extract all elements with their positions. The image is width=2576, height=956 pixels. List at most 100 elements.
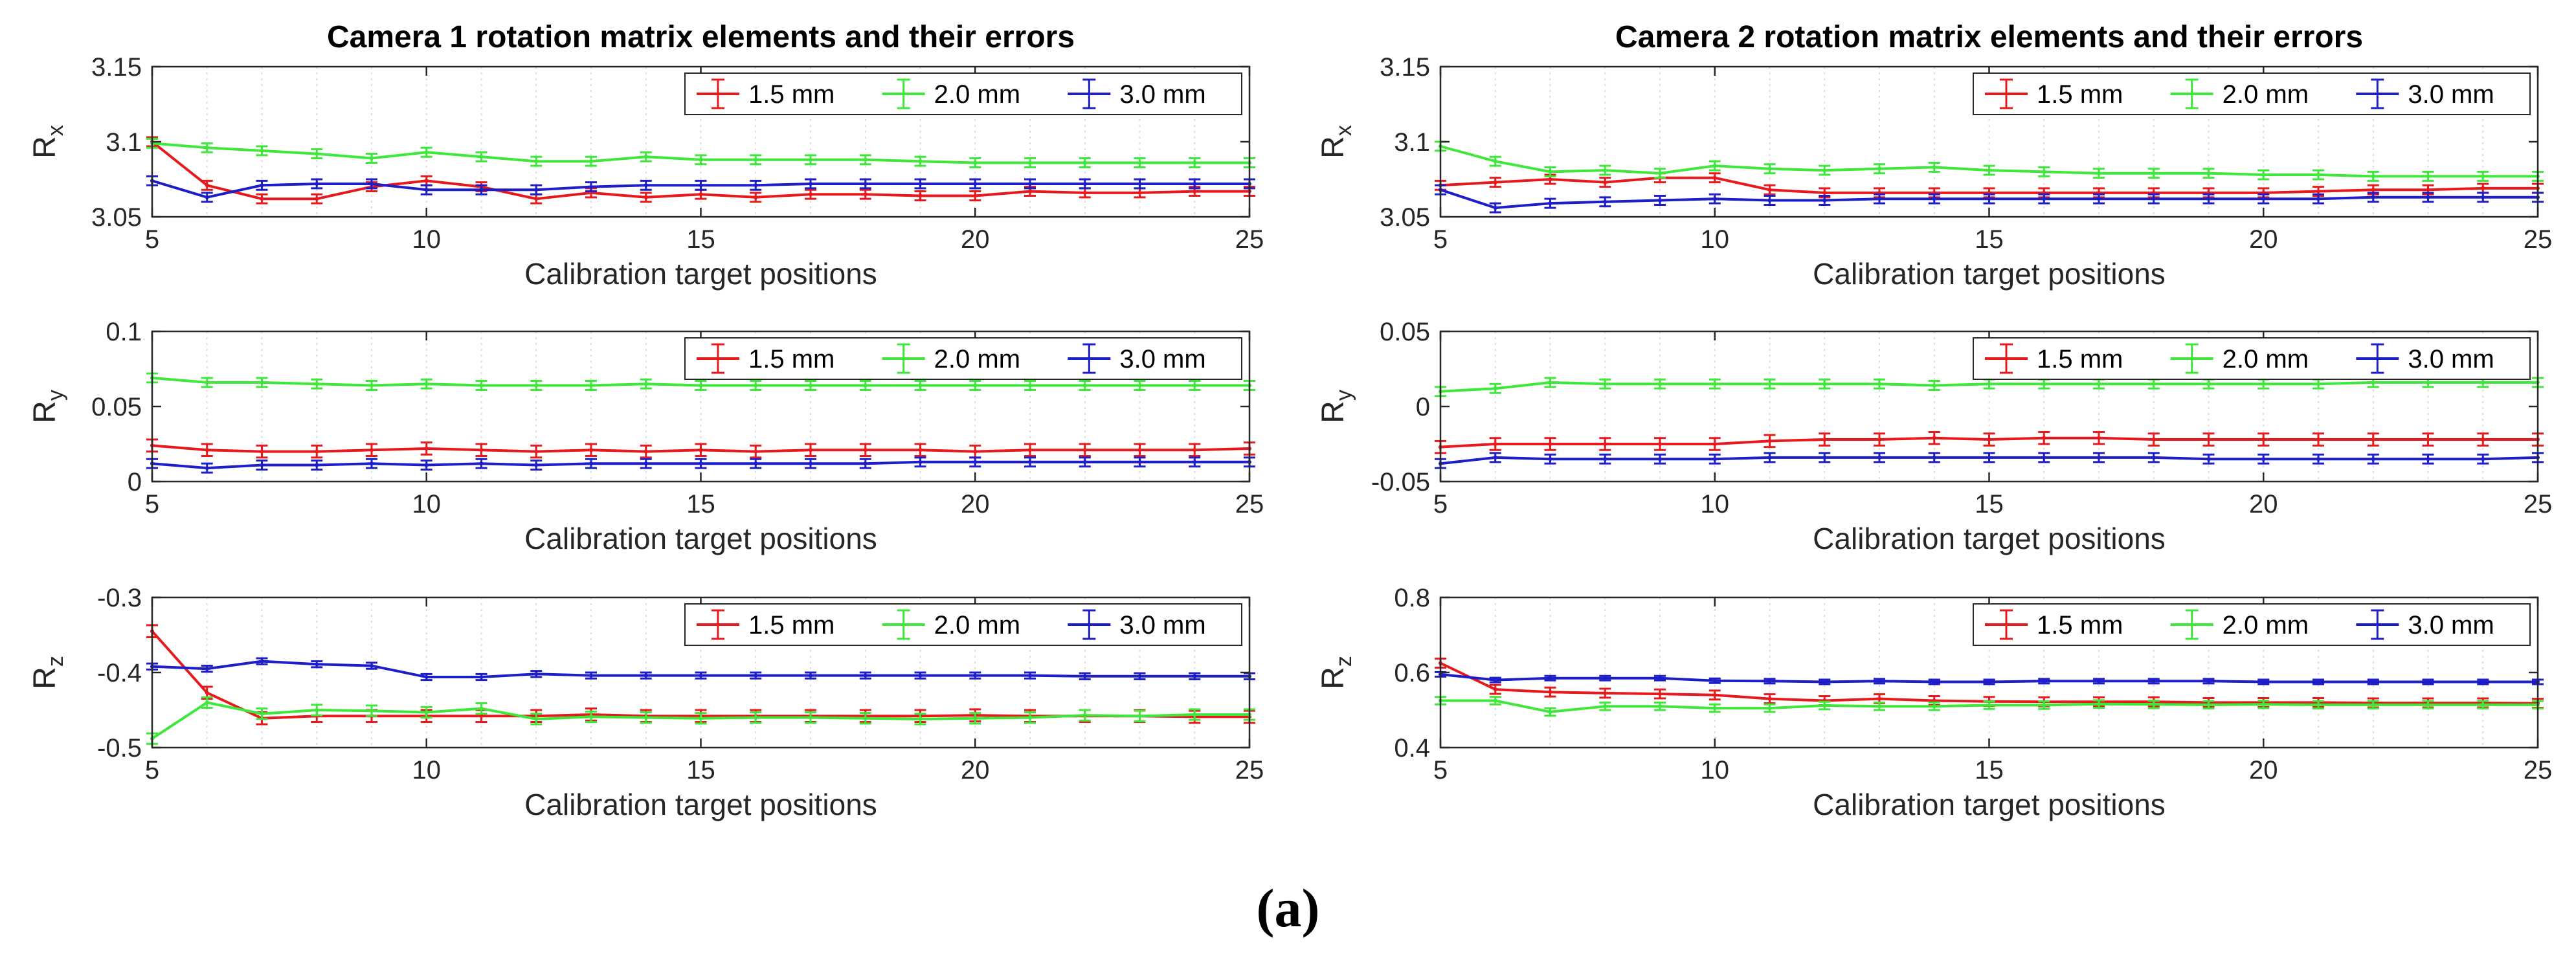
data-point — [1082, 448, 1087, 452]
y-tick-label: 0.05 — [1380, 318, 1430, 346]
data-point — [589, 715, 593, 719]
x-tick-label: 10 — [1701, 225, 1730, 254]
data-point — [863, 716, 868, 720]
data-point — [534, 159, 539, 164]
data-point — [1658, 692, 1662, 696]
y-tick-label: 3.05 — [91, 203, 142, 232]
data-point — [2481, 702, 2485, 707]
y-axis-label: Ry — [1316, 390, 1356, 423]
chart-panel: 5 10 15 20 25 3.05 3.1 3.15 Calibration target p… — [1316, 20, 2552, 291]
data-point — [754, 183, 758, 188]
data-point — [2206, 438, 2211, 442]
x-tick-label: 25 — [2524, 225, 2553, 254]
data-point — [2042, 382, 2046, 386]
data-point — [863, 157, 868, 162]
legend-label: 3.0 mm — [1119, 80, 1205, 109]
data-point — [973, 673, 978, 678]
x-tick-label: 10 — [1701, 756, 1730, 784]
data-point — [1028, 448, 1032, 452]
data-point — [1603, 457, 1607, 461]
data-point — [1193, 383, 1197, 388]
data-point — [424, 179, 429, 183]
data-point — [2261, 197, 2266, 201]
data-point — [2151, 438, 2156, 442]
data-point — [589, 461, 593, 466]
x-axis-label: Calibration target positions — [524, 788, 877, 821]
data-point — [2426, 702, 2430, 707]
data-point — [2426, 188, 2430, 192]
y-tick-label: -0.05 — [1371, 468, 1430, 496]
data-point — [1028, 181, 1032, 186]
data-point — [1877, 166, 1881, 171]
data-point — [2261, 382, 2266, 386]
data-point — [1658, 457, 1662, 461]
x-tick-label: 25 — [1235, 225, 1264, 254]
data-point — [315, 197, 319, 201]
data-point — [1548, 457, 1552, 461]
data-point — [260, 711, 264, 716]
data-point — [205, 691, 209, 695]
data-point — [424, 382, 429, 386]
data-point — [1877, 455, 1881, 460]
legend-label: 1.5 mm — [2037, 345, 2123, 373]
data-point — [918, 448, 923, 452]
y-axis-label-main: R — [1316, 136, 1350, 159]
data-point — [1193, 161, 1197, 165]
y-tick-label: 3.1 — [106, 128, 142, 157]
data-point — [2481, 438, 2485, 442]
data-point — [2042, 197, 2046, 201]
legend-label: 2.0 mm — [2223, 80, 2309, 109]
data-point — [1987, 680, 1991, 684]
data-point — [2481, 380, 2485, 384]
data-point — [2151, 455, 2156, 460]
data-point — [2371, 188, 2375, 192]
data-point — [1193, 448, 1197, 452]
chart-panel: 5 10 15 20 25 0.4 0.6 0.8 Calibration target pos… — [1316, 584, 2552, 821]
data-point — [754, 673, 758, 678]
x-tick-label: 5 — [145, 490, 159, 518]
x-tick-label: 15 — [686, 225, 715, 254]
data-point — [1493, 678, 1497, 682]
data-point — [699, 192, 703, 197]
data-point — [1877, 696, 1881, 701]
data-point — [1082, 181, 1087, 186]
data-point — [315, 662, 319, 667]
data-point — [863, 448, 868, 452]
data-point — [205, 195, 209, 199]
data-point — [1193, 181, 1197, 186]
data-point — [973, 716, 978, 720]
data-point — [918, 717, 923, 721]
data-point — [370, 156, 374, 161]
y-axis-label: Rz — [1316, 656, 1356, 689]
data-point — [2097, 197, 2101, 201]
data-point — [1603, 691, 1607, 695]
data-point — [1822, 704, 1827, 708]
x-tick-label: 20 — [961, 225, 990, 254]
data-point — [1493, 442, 1497, 446]
data-point — [479, 155, 484, 159]
data-point — [2426, 195, 2430, 199]
data-point — [973, 383, 978, 388]
y-axis-label-main: R — [1316, 667, 1350, 689]
data-point — [1082, 161, 1087, 165]
data-point — [1493, 159, 1497, 164]
data-point — [2316, 173, 2320, 177]
data-point — [1028, 715, 1032, 720]
data-point — [973, 194, 978, 198]
data-point — [699, 157, 703, 162]
data-point — [424, 150, 429, 155]
figure-caption: (a) — [1256, 878, 1320, 939]
data-point — [1822, 438, 1827, 442]
data-point — [699, 448, 703, 452]
data-point — [589, 159, 593, 164]
data-point — [1493, 698, 1497, 703]
data-point — [699, 383, 703, 388]
data-point — [973, 460, 978, 464]
legend-label: 3.0 mm — [2408, 611, 2494, 639]
data-point — [1603, 382, 1607, 386]
data-point — [863, 673, 868, 678]
data-point — [699, 183, 703, 188]
data-point — [260, 449, 264, 454]
data-point — [205, 183, 209, 188]
